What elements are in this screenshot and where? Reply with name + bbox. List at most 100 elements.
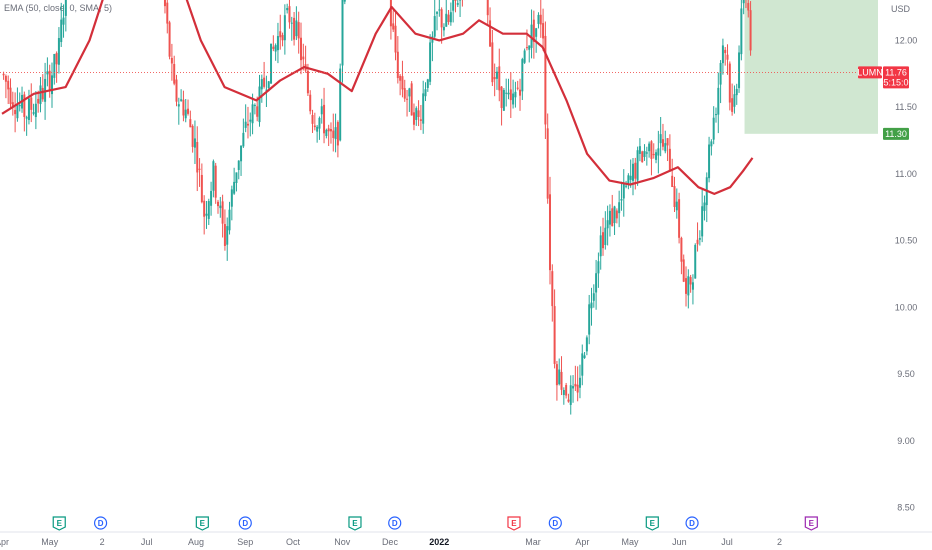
candle-body: [689, 277, 692, 285]
candle-body: [714, 114, 717, 116]
candle-body: [260, 79, 263, 90]
candle-body: [491, 42, 494, 83]
candle-body: [57, 38, 60, 65]
candle-body: [184, 109, 187, 119]
candle-body: [445, 13, 448, 27]
candle-body: [721, 45, 724, 64]
candles: [2, 0, 752, 415]
currency-label: USD: [890, 4, 910, 14]
candle-body: [37, 98, 40, 104]
candle-body: [392, 23, 395, 30]
candle-body: [747, 2, 750, 11]
time-axis[interactable]: Apr May 2 Jul Aug Sep Oct Nov Dec 2022 Mar Apr May Ju…: [0, 537, 782, 547]
candle-body: [219, 205, 222, 209]
candle-body: [323, 104, 326, 134]
candle-body: [203, 200, 206, 217]
x-tick-label: 2022: [429, 537, 449, 547]
candle-body: [696, 239, 699, 245]
y-tick-label: 10.00: [895, 302, 918, 312]
candle-body: [592, 293, 595, 301]
candle-body: [613, 206, 616, 224]
candle-body: [39, 85, 42, 105]
x-tick-label: Jun: [672, 537, 687, 547]
candle-body: [396, 51, 399, 79]
indicator-label[interactable]: EMA (50, close, 0, SMA, 5): [4, 3, 113, 13]
candle-body: [237, 160, 240, 170]
candle-body: [578, 377, 581, 388]
price-tag-label: 11.30: [885, 129, 907, 139]
candle-body: [309, 94, 312, 112]
candle-body: [288, 6, 291, 23]
candle-body: [638, 146, 641, 154]
candle-body: [316, 126, 319, 132]
candle-body: [530, 24, 533, 48]
candle-body: [576, 384, 579, 393]
earnings-marker-shape: [645, 516, 659, 531]
price-axis[interactable]: 15.5015.0014.5014.0013.5013.0012.5012.00…: [895, 0, 918, 513]
candle-body: [558, 369, 561, 385]
candle-body: [694, 244, 697, 279]
candle-body: [648, 143, 651, 152]
candle-body: [631, 163, 634, 181]
candle-body: [267, 81, 270, 88]
candle-body: [415, 108, 418, 120]
candle-body: [532, 19, 535, 42]
candle-body: [18, 104, 21, 107]
candle-body: [327, 128, 330, 132]
candle-body: [595, 273, 598, 293]
earnings-marker-shape: [804, 516, 818, 531]
candle-body: [493, 77, 496, 80]
event-letter: D: [242, 519, 248, 528]
candle-body: [419, 119, 422, 121]
candle-body: [64, 0, 67, 16]
candle-body: [555, 364, 558, 386]
event-letter: E: [200, 519, 206, 528]
y-tick-label: 9.50: [897, 369, 915, 379]
candle-body: [719, 63, 722, 85]
candle-body: [604, 227, 607, 245]
candle-body: [698, 238, 701, 240]
candle-body: [210, 191, 213, 206]
candle-body: [424, 89, 427, 97]
candle-body: [553, 306, 556, 364]
event-letter: E: [809, 519, 815, 528]
candle-body: [537, 14, 540, 24]
event-letter: E: [57, 519, 63, 528]
candle-body: [11, 102, 14, 107]
candle-body: [177, 104, 180, 107]
dividend-marker: D: [548, 516, 562, 530]
candle-body: [512, 93, 515, 105]
current-price-label: 11.76: [885, 67, 907, 77]
candle-body: [233, 181, 236, 194]
candle-body: [297, 22, 300, 39]
candle-body: [249, 119, 252, 122]
event-letter: E: [650, 519, 656, 528]
y-tick-label: 11.50: [895, 102, 917, 112]
candle-body: [449, 12, 452, 23]
candle-body: [618, 202, 621, 214]
candle-body: [410, 83, 413, 116]
candle-body: [703, 202, 706, 211]
candle-body: [440, 9, 443, 28]
candle-body: [641, 151, 644, 163]
candle-body: [2, 73, 5, 76]
candle-body: [14, 109, 17, 115]
candle-body: [731, 98, 734, 112]
position-tool[interactable]: [744, 0, 878, 134]
earnings-marker: E: [804, 516, 818, 531]
candle-body: [258, 86, 261, 123]
earnings-marker-shape: [52, 516, 66, 531]
candle-body: [34, 103, 37, 118]
candle-body: [332, 130, 335, 139]
candle-body: [313, 125, 316, 128]
candle-body: [565, 384, 568, 396]
candle-body: [442, 26, 445, 31]
candle-body: [223, 224, 226, 246]
candle-body: [341, 0, 344, 66]
x-tick-label: Aug: [188, 537, 204, 547]
candle-body: [253, 105, 256, 107]
candle-body: [336, 122, 339, 146]
candle-body: [175, 79, 178, 102]
